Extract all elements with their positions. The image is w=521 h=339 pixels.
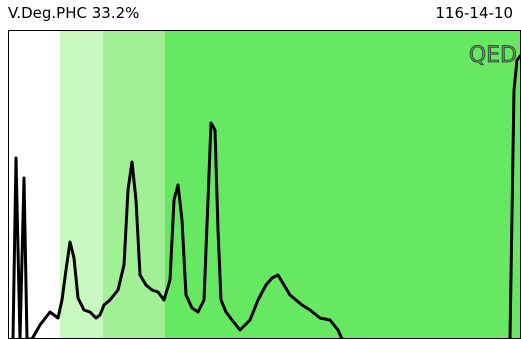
header-title: V.Deg.PHC 33.2% [8, 4, 140, 22]
band [60, 31, 103, 339]
logo: QED [469, 43, 517, 68]
trace [508, 54, 521, 339]
header-code: 116-14-10 [435, 4, 513, 22]
trace [11, 121, 344, 339]
band [165, 31, 521, 339]
